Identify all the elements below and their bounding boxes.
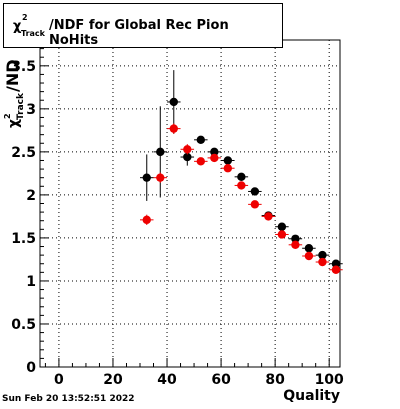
- y-tick-label: 0: [26, 360, 36, 376]
- data-point: [169, 124, 178, 133]
- data-point: [156, 173, 165, 182]
- data-point: [237, 181, 246, 190]
- data-point: [331, 259, 341, 268]
- data-point: [237, 172, 246, 182]
- x-axis-label: Quality: [283, 388, 340, 404]
- data-point: [169, 97, 178, 107]
- plot-frame: [39, 39, 341, 368]
- title-superscript: 2: [22, 13, 28, 22]
- data-point: [291, 234, 300, 243]
- x-tick-label: 100: [315, 372, 344, 388]
- data-point: [210, 153, 219, 163]
- y-tick-label: 3.5: [11, 59, 36, 75]
- data-point: [223, 156, 233, 165]
- data-point: [183, 145, 192, 154]
- data-point: [156, 147, 165, 157]
- data-point: [318, 257, 327, 267]
- y-tick-label: 2: [26, 188, 36, 204]
- data-point: [304, 251, 314, 261]
- x-tick-label: 0: [54, 372, 64, 388]
- x-tick-label: 40: [157, 372, 177, 388]
- y-label-sup: 2: [3, 113, 12, 119]
- y-tick-label: 2.5: [11, 145, 36, 161]
- title-text: /NDF for Global Rec Pion NoHits: [49, 18, 229, 48]
- data-point: [304, 244, 314, 253]
- x-tick-label: 20: [103, 372, 123, 388]
- data-point: [183, 152, 192, 162]
- data-point: [277, 222, 287, 231]
- data-point: [250, 187, 260, 196]
- data-point: [196, 157, 206, 166]
- axes: 0 20 40 60 80 100 0 0.5 1 1.5 2 2.5 3 3.5: [11, 48, 344, 388]
- data-point: [331, 265, 341, 274]
- data-point: [277, 230, 287, 239]
- data-point: [142, 173, 151, 182]
- data-point: [318, 250, 327, 260]
- title-subscript: Track: [21, 29, 45, 38]
- y-label-chi: χ: [6, 119, 22, 128]
- y-label-sub: Track: [16, 92, 26, 120]
- data-point: [250, 200, 260, 209]
- data-point: [264, 212, 273, 221]
- data-point: [142, 215, 151, 225]
- y-tick-label: 3: [26, 102, 36, 118]
- data-point: [223, 164, 233, 173]
- data-point: [210, 147, 219, 157]
- y-tick-label: 0.5: [11, 317, 36, 333]
- y-tick-label: 1: [26, 274, 36, 290]
- grid-lines: [40, 40, 340, 367]
- y-label-ndf: /ND: [3, 59, 22, 92]
- data-marks: [140, 70, 343, 274]
- timestamp: Sun Feb 20 13:52:51 2022: [2, 394, 135, 404]
- y-axis-label: χ2 Track/ND: [3, 59, 26, 128]
- title-chi: χ: [13, 19, 22, 34]
- data-point: [196, 135, 206, 145]
- x-tick-label: 80: [265, 372, 285, 388]
- y-tick-label: 1.5: [11, 231, 36, 247]
- chart-title: χ 2 Track /NDF for Global Rec Pion NoHit…: [3, 3, 283, 48]
- data-point: [291, 240, 300, 250]
- x-tick-label: 60: [211, 372, 231, 388]
